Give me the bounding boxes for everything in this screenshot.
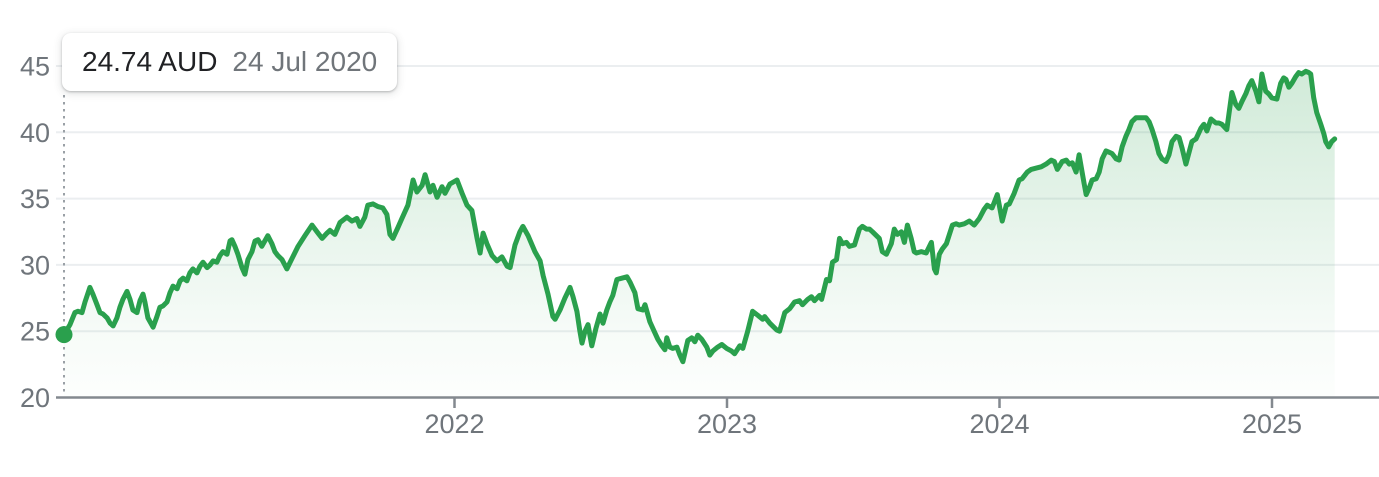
x-axis-label: 2025 bbox=[1242, 409, 1302, 439]
y-axis-label: 45 bbox=[20, 52, 50, 82]
y-axis-label: 30 bbox=[20, 250, 50, 280]
y-axis-label: 25 bbox=[20, 317, 50, 347]
selected-point-marker bbox=[55, 326, 73, 344]
tooltip-price: 24.74 AUD bbox=[82, 46, 218, 77]
y-axis-label: 35 bbox=[20, 184, 50, 214]
tooltip-date: 24 Jul 2020 bbox=[232, 46, 378, 77]
price-tooltip: 24.74 AUD 24 Jul 2020 bbox=[62, 33, 398, 91]
price-area-fill bbox=[64, 71, 1335, 397]
price-line[interactable] bbox=[61, 68, 1338, 365]
y-axis-label: 40 bbox=[20, 118, 50, 148]
y-axis-label: 20 bbox=[20, 383, 50, 413]
x-axis-label: 2022 bbox=[424, 409, 484, 439]
x-axis-label: 2024 bbox=[969, 409, 1029, 439]
x-axis-label: 2023 bbox=[697, 409, 757, 439]
